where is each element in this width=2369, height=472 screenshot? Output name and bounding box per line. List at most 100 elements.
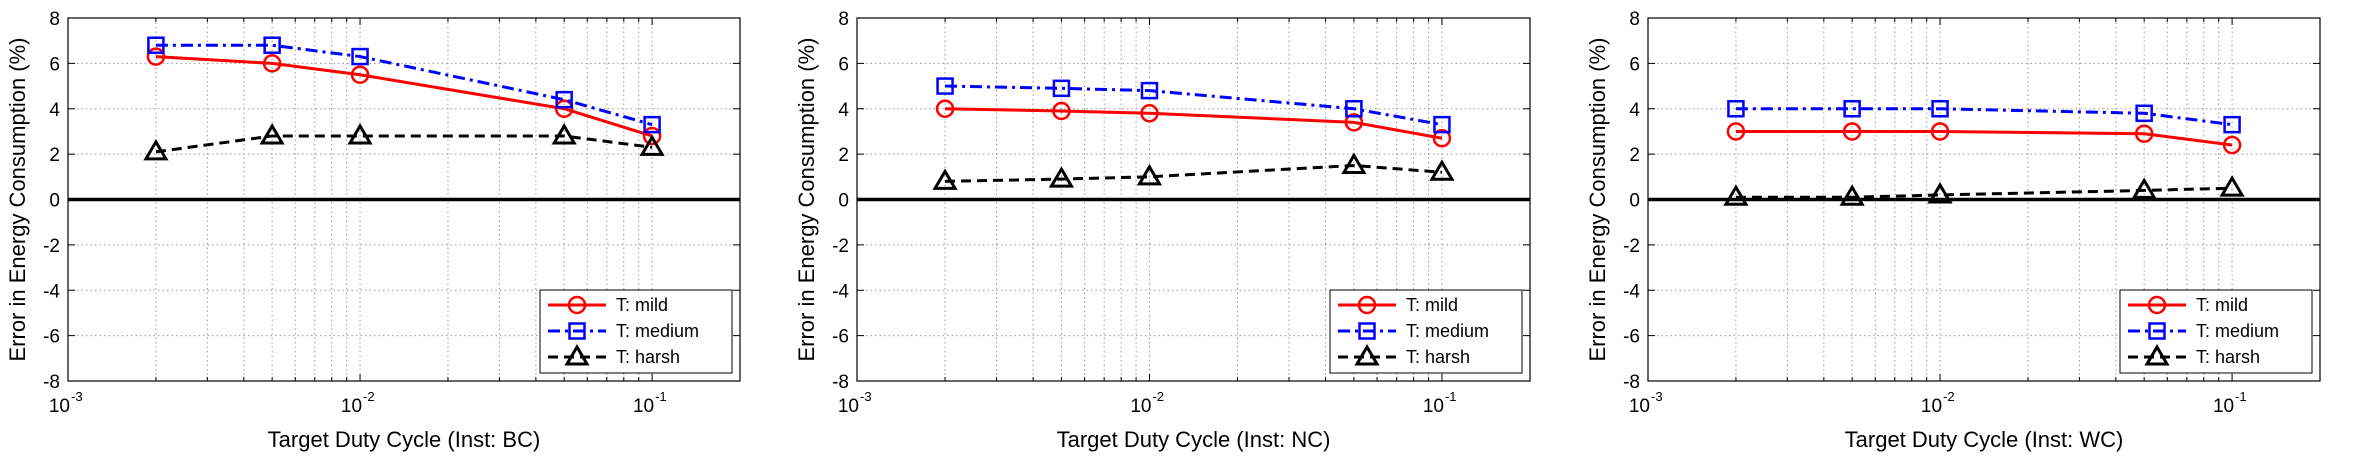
marker-square xyxy=(1931,100,1949,118)
y-tick-label: -8 xyxy=(1623,372,1640,393)
y-tick-label: 4 xyxy=(49,100,60,121)
marker-triangle xyxy=(1723,184,1749,206)
marker-triangle xyxy=(143,138,169,161)
marker-square xyxy=(1140,81,1159,100)
legend: T: mild T: medium T: harsh xyxy=(2119,289,2313,374)
y-tick-label: 8 xyxy=(1629,9,1640,30)
series-triangle xyxy=(143,123,665,161)
marker-circle xyxy=(935,99,955,118)
x-tick-label: 10 xyxy=(838,396,859,417)
marker-square xyxy=(1345,100,1363,118)
x-axis-label: Target Duty Cycle (Inst: WC) xyxy=(1845,427,2124,452)
x-tick-label: 10 xyxy=(1629,396,1650,417)
y-tick-label: -2 xyxy=(832,236,849,257)
y-tick-label: 6 xyxy=(49,54,60,75)
y-tick-label: 2 xyxy=(838,145,849,166)
legend-label: T: mild xyxy=(1406,295,1458,315)
y-tick-label: -4 xyxy=(43,281,60,302)
marker-triangle xyxy=(564,344,590,366)
series-triangle xyxy=(932,152,1455,190)
marker-circle xyxy=(1357,295,1377,315)
x-tick-label: 10 xyxy=(1130,396,1151,417)
legend-label: T: medium xyxy=(1406,321,1489,341)
series-square xyxy=(147,36,661,134)
series-circle xyxy=(935,99,1452,148)
legend-label: T: medium xyxy=(2196,321,2279,341)
legend: T: mild T: medium T: harsh xyxy=(539,289,733,374)
y-tick-label: -6 xyxy=(832,327,849,348)
marker-square xyxy=(1727,100,1745,118)
marker-circle xyxy=(1842,122,1862,141)
marker-circle xyxy=(1052,101,1071,121)
marker-square xyxy=(1843,100,1861,118)
marker-triangle xyxy=(347,123,373,145)
marker-circle xyxy=(1344,113,1364,132)
marker-square xyxy=(936,77,954,95)
y-tick-label: 0 xyxy=(838,191,849,212)
y-tick-label: -6 xyxy=(1623,327,1640,348)
x-tick-label: 10 xyxy=(633,396,654,417)
marker-circle xyxy=(1432,128,1452,148)
y-tick-label: 2 xyxy=(49,145,60,166)
y-tick-label: 4 xyxy=(1629,100,1640,121)
y-tick-label: -8 xyxy=(832,372,849,393)
marker-triangle xyxy=(639,134,665,156)
marker-circle xyxy=(1140,104,1159,123)
y-tick-label: 8 xyxy=(49,9,60,30)
marker-circle xyxy=(262,54,282,73)
axes-frame xyxy=(856,17,1531,382)
marker-circle xyxy=(2134,124,2154,143)
series-triangle xyxy=(1723,175,2245,206)
legend-label: T: harsh xyxy=(2196,347,2260,367)
series-line xyxy=(155,134,653,154)
y-tick-label: -6 xyxy=(43,327,60,348)
x-tick-exponent: -2 xyxy=(1152,389,1164,404)
marker-circle xyxy=(567,295,587,315)
y-tick-label: 6 xyxy=(838,54,849,75)
marker-square xyxy=(1358,322,1376,340)
series-line xyxy=(155,43,653,127)
y-tick-label: 6 xyxy=(1629,54,1640,75)
series-line xyxy=(155,55,653,138)
marker-square xyxy=(555,90,573,109)
x-tick-exponent: -2 xyxy=(363,389,375,404)
marker-triangle xyxy=(2144,344,2170,366)
y-axis-label: Error in Energy Consumption (%) xyxy=(1585,37,1610,361)
x-tick-label: 10 xyxy=(341,396,362,417)
legend-label: T: mild xyxy=(616,295,668,315)
marker-triangle xyxy=(1429,159,1455,181)
marker-square xyxy=(147,36,165,54)
legend-label: T: harsh xyxy=(616,347,680,367)
x-tick-label: 10 xyxy=(1423,396,1444,417)
legend: T: mild T: medium T: harsh xyxy=(1329,289,1523,374)
x-tick-label: 10 xyxy=(2213,396,2234,417)
marker-circle xyxy=(1726,122,1746,141)
y-tick-label: -2 xyxy=(43,236,60,257)
marker-circle xyxy=(642,126,662,146)
legend-label: T: harsh xyxy=(1406,347,1470,367)
marker-triangle xyxy=(259,123,285,145)
axes-frame xyxy=(1647,17,2321,382)
y-tick-label: -4 xyxy=(1623,281,1640,302)
y-tick-label: -4 xyxy=(832,281,849,302)
y-axis-label: Error in Energy Consumption (%) xyxy=(794,37,819,361)
series-line xyxy=(945,163,1443,183)
legend-label: T: mild xyxy=(2196,295,2248,315)
x-axis-label: Target Duty Cycle (Inst: NC) xyxy=(1057,427,1331,452)
marker-triangle xyxy=(1341,152,1367,174)
marker-square xyxy=(643,115,661,134)
x-tick-exponent: -3 xyxy=(860,389,872,404)
marker-triangle xyxy=(551,123,577,145)
y-tick-label: 4 xyxy=(838,100,849,121)
marker-circle xyxy=(146,47,166,66)
x-tick-exponent: -1 xyxy=(1445,389,1457,404)
marker-triangle xyxy=(1136,163,1163,186)
marker-circle xyxy=(554,99,574,118)
marker-triangle xyxy=(1354,344,1380,366)
marker-square xyxy=(1052,79,1071,98)
x-tick-exponent: -1 xyxy=(655,389,667,404)
marker-circle xyxy=(1930,122,1950,141)
y-tick-label: -2 xyxy=(1623,236,1640,257)
